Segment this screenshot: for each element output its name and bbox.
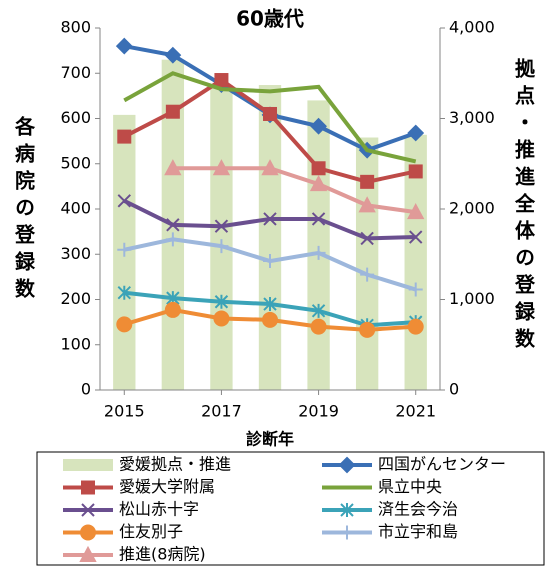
x-tick-label: 2021 (395, 402, 436, 421)
x-tick-label: 2017 (201, 402, 242, 421)
y-tick-label: 200 (60, 289, 91, 308)
y-tick-label: 400 (60, 199, 91, 218)
marker (407, 203, 425, 220)
marker (214, 294, 229, 309)
y2-tick-label: 2,000 (449, 199, 495, 218)
marker (164, 159, 182, 176)
marker (407, 318, 424, 335)
marker (359, 321, 376, 338)
marker (263, 297, 277, 312)
marker (166, 218, 180, 232)
marker (117, 129, 132, 144)
bar (258, 85, 282, 390)
legend-marker (81, 503, 95, 517)
marker (360, 267, 375, 282)
marker (117, 242, 132, 257)
marker (311, 161, 326, 176)
x-axis-label: 診断年 (246, 430, 294, 449)
legend-marker (81, 480, 95, 495)
marker (408, 164, 423, 179)
marker (310, 318, 327, 335)
marker (360, 174, 375, 189)
marker (117, 194, 131, 208)
y-tick-label: 100 (60, 334, 91, 353)
y-axis-label: 各病院の登録数 (12, 115, 36, 305)
marker (310, 117, 327, 135)
marker (409, 230, 423, 244)
chart-title: 60歳代 (236, 7, 304, 31)
x-tick-label: 2015 (104, 402, 145, 421)
y-tick-label: 600 (60, 108, 91, 127)
y2-tick-label: 0 (449, 380, 459, 399)
y-tick-label: 500 (60, 153, 91, 172)
y-tick-label: 300 (60, 244, 91, 263)
marker (117, 285, 131, 300)
marker (358, 196, 376, 213)
line (123, 71, 417, 164)
legend-marker (340, 503, 354, 517)
legend-label: 四国がんセンター (378, 455, 506, 474)
legend-label: 住友別子 (119, 522, 183, 541)
legend-label: 愛媛大学附属 (119, 477, 215, 496)
marker (311, 212, 326, 226)
marker (263, 106, 277, 121)
legend-label: 県立中央 (378, 477, 442, 496)
marker (311, 303, 326, 318)
marker (165, 104, 180, 119)
marker (116, 316, 133, 333)
marker (164, 46, 182, 64)
marker (214, 219, 229, 233)
marker (214, 239, 229, 254)
y-tick-label: 800 (60, 18, 91, 37)
marker (165, 232, 180, 247)
legend-marker (340, 525, 354, 540)
legend-marker (79, 545, 97, 562)
legend-swatch (63, 459, 113, 471)
bar (210, 85, 233, 390)
marker (212, 159, 231, 176)
legend-label: 済生会今治 (378, 500, 458, 519)
marker (115, 37, 133, 55)
marker (407, 124, 425, 142)
legend-box (36, 451, 545, 566)
y2-axis-label: 拠点・推進全体の登録数 (512, 57, 536, 355)
marker (261, 159, 279, 176)
legend-label: 市立宇和島 (378, 522, 458, 541)
marker (262, 311, 278, 328)
legend-marker (80, 524, 96, 541)
legend-label: 愛媛拠点・推進 (119, 455, 231, 474)
marker (311, 245, 326, 260)
y-tick-label: 0 (81, 380, 91, 399)
marker (360, 231, 374, 246)
y2-tick-label: 3,000 (449, 108, 495, 127)
legend-marker (338, 456, 356, 474)
marker (214, 73, 229, 88)
marker (263, 254, 277, 269)
marker (213, 310, 230, 327)
marker (309, 175, 328, 192)
legend-label: 推進(8病院) (119, 545, 206, 564)
y2-tick-label: 1,000 (449, 289, 495, 308)
y-tick-label: 700 (60, 63, 91, 82)
bar (307, 100, 330, 391)
line (172, 166, 416, 215)
x-tick-label: 2019 (298, 402, 339, 421)
marker (408, 282, 423, 297)
y2-tick-label: 4,000 (449, 18, 495, 37)
marker (263, 212, 277, 226)
legend-label: 松山赤十字 (119, 500, 199, 519)
marker (164, 301, 181, 318)
